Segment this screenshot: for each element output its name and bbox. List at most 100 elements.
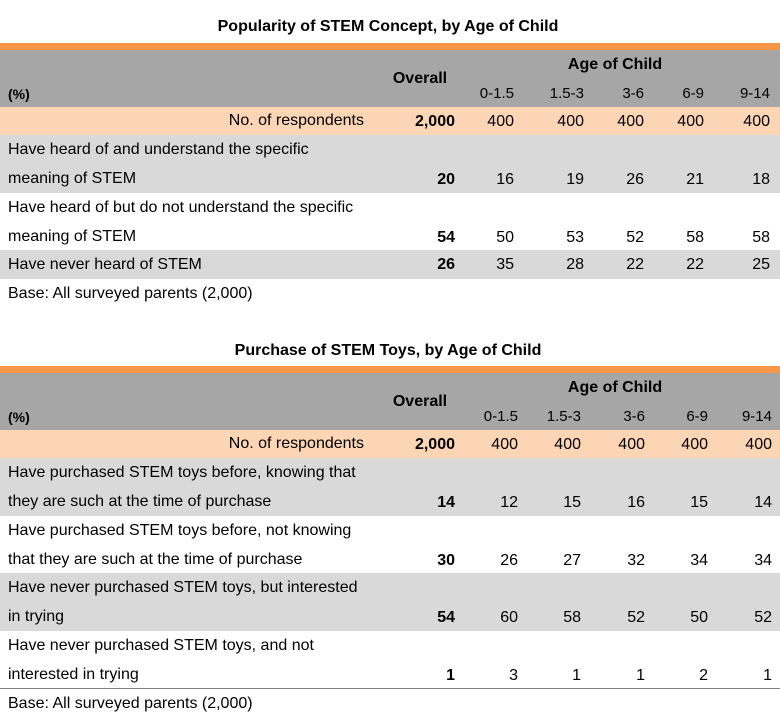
value-cell: 35 [496,256,514,273]
value-cell: 58 [752,229,770,246]
value-cell: 15 [563,494,581,511]
respondents-cell: 400 [491,436,518,453]
table2-age-col: 0-1.5 [483,408,518,425]
value-cell: 52 [754,609,772,626]
respondents-label: No. of respondents [228,435,364,452]
value-cell: 14 [754,494,772,511]
table-row: Have purchased STEM toys before, not kno… [0,516,780,573]
value-cell: 53 [566,229,584,246]
value-cell: 22 [686,256,704,273]
table2-age-col: 6-9 [686,408,708,425]
value-cell: 3 [509,667,518,684]
table1-respondents-row: No. of respondents 2,000 400 400 400 400… [0,107,780,135]
overall-cell: 54 [437,609,455,626]
table1-base-note: Base: All surveyed parents (2,000) [8,285,253,302]
table1-age-col: 3-6 [622,85,644,102]
table-row: Have never purchased STEM toys, and not … [0,631,780,688]
respondents-overall: 2,000 [414,113,455,130]
value-cell: 19 [566,171,584,188]
value-cell: 52 [627,609,645,626]
overall-cell: 14 [437,494,455,511]
value-cell: 16 [627,494,645,511]
row-label-line1: Have heard of but do not understand the … [8,199,354,216]
table2-pct-label: (%) [8,409,30,425]
table-row: Have purchased STEM toys before, knowing… [0,458,780,516]
table2-age-col: 9-14 [741,408,772,425]
value-cell: 60 [500,609,518,626]
value-cell: 1 [763,667,772,684]
table-row: Have never purchased STEM toys, but inte… [0,573,780,631]
table1-header: (%) Overall Age of Child 0-1.5 1.5-3 3-6… [0,50,780,107]
value-cell: 26 [626,171,644,188]
respondents-cell: 400 [554,436,581,453]
value-cell: 21 [686,171,704,188]
row-label-line1: Have heard of and understand the specifi… [8,141,309,158]
respondents-cell: 400 [618,436,645,453]
value-cell: 16 [496,171,514,188]
table2-age-col: 1.5-3 [546,408,581,425]
value-cell: 50 [496,229,514,246]
table2-overall-header: Overall [392,393,448,410]
value-cell: 1 [572,667,581,684]
value-cell: 28 [566,256,584,273]
row-label-line2: meaning of STEM [8,228,137,245]
table2-base-note: Base: All surveyed parents (2,000) [8,695,253,712]
value-cell: 58 [563,609,581,626]
respondents-cell: 400 [681,436,708,453]
table2-bottom-rule [0,688,780,689]
overall-cell: 54 [437,229,455,246]
respondents-cell: 400 [557,113,584,130]
table-row: Have heard of but do not understand the … [0,193,780,250]
row-label-line1: Have purchased STEM toys before, not kno… [8,522,352,539]
table2-respondents-row: No. of respondents 2,000 400 400 400 400… [0,430,780,458]
table2-age-col: 3-6 [623,408,645,425]
respondents-overall: 2,000 [414,436,455,453]
value-cell: 25 [752,256,770,273]
table1-overall-header: Overall [392,70,448,87]
row-label-line2: in trying [8,608,65,625]
value-cell: 27 [563,552,581,569]
value-cell: 22 [626,256,644,273]
respondents-label: No. of respondents [228,112,364,129]
respondents-cell: 400 [745,436,772,453]
value-cell: 32 [627,552,645,569]
table1-title: Popularity of STEM Concept, by Age of Ch… [217,18,559,35]
table2-age-title: Age of Child [567,379,663,396]
table1-age-col: 9-14 [739,85,770,102]
overall-cell: 20 [437,171,455,188]
row-label-line2: they are such at the time of purchase [8,493,272,510]
respondents-cell: 400 [617,113,644,130]
row-label-line2: that they are such at the time of purcha… [8,551,303,568]
value-cell: 12 [500,494,518,511]
overall-cell: 26 [437,256,455,273]
overall-cell: 1 [446,667,455,684]
value-cell: 18 [752,171,770,188]
overall-cell: 30 [437,552,455,569]
value-cell: 34 [690,552,708,569]
row-label-line1: Have purchased STEM toys before, knowing… [8,464,356,481]
table1-pct-label: (%) [8,86,30,102]
table1-age-col: 6-9 [682,85,704,102]
row-label-line2: meaning of STEM [8,170,137,187]
value-cell: 26 [500,552,518,569]
table2-header: (%) Overall Age of Child 0-1.5 1.5-3 3-6… [0,373,780,430]
row-label-line1: Have never purchased STEM toys, and not [8,637,314,654]
table2-top-rule [0,366,780,373]
respondents-cell: 400 [677,113,704,130]
value-cell: 1 [636,667,645,684]
value-cell: 34 [754,552,772,569]
row-label-line1: Have never heard of STEM [8,256,202,273]
table1-age-col: 0-1.5 [479,85,514,102]
respondents-cell: 400 [743,113,770,130]
respondents-cell: 400 [487,113,514,130]
value-cell: 15 [690,494,708,511]
value-cell: 2 [699,667,708,684]
value-cell: 52 [626,229,644,246]
table1-age-col: 1.5-3 [549,85,584,102]
table1-age-title: Age of Child [567,56,663,73]
value-cell: 58 [686,229,704,246]
table-row: Have heard of and understand the specifi… [0,135,780,193]
value-cell: 50 [690,609,708,626]
row-label-line1: Have never purchased STEM toys, but inte… [8,579,358,596]
table1-top-rule [0,43,780,50]
